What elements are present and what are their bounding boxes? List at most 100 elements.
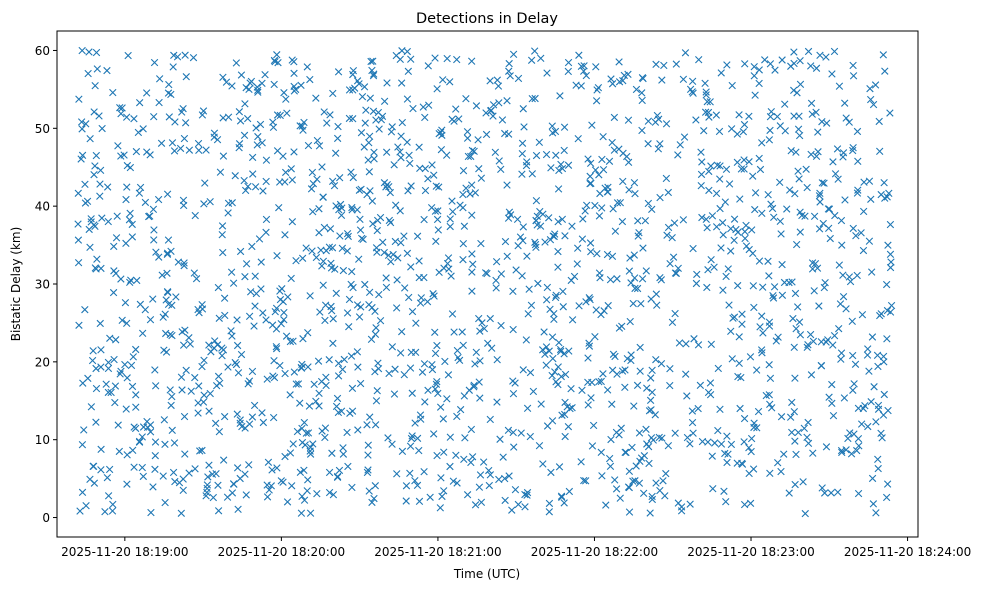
data-point <box>734 228 742 236</box>
data-point <box>551 368 559 376</box>
data-point <box>663 231 671 239</box>
data-point <box>139 472 147 481</box>
data-point <box>149 483 157 491</box>
data-point <box>495 99 503 107</box>
data-point <box>577 62 586 71</box>
data-point <box>338 244 347 252</box>
data-point <box>817 362 826 370</box>
data-point <box>348 267 356 276</box>
data-point <box>306 292 314 300</box>
data-point <box>634 217 642 225</box>
data-point <box>185 469 193 477</box>
data-point <box>564 58 573 67</box>
data-point <box>547 164 555 172</box>
data-point <box>521 503 529 511</box>
data-point <box>816 198 824 206</box>
data-point <box>548 371 556 380</box>
data-point <box>191 373 199 382</box>
data-point <box>448 310 457 318</box>
data-point <box>130 115 138 123</box>
data-point <box>766 469 774 477</box>
data-point <box>637 454 646 462</box>
data-point <box>859 404 868 413</box>
data-point <box>315 389 323 397</box>
data-point <box>179 341 188 349</box>
data-point <box>733 459 741 467</box>
data-point <box>123 480 131 488</box>
data-point <box>150 113 158 121</box>
data-point <box>589 421 598 430</box>
data-point <box>292 380 300 388</box>
data-point <box>796 331 805 339</box>
data-point <box>398 447 407 456</box>
data-point <box>400 371 408 379</box>
data-point <box>452 105 460 113</box>
data-point <box>347 352 356 360</box>
data-point <box>402 497 410 505</box>
data-point <box>625 508 634 516</box>
data-point <box>446 222 454 231</box>
data-point <box>279 152 287 160</box>
data-point <box>751 205 759 214</box>
data-point <box>263 493 272 501</box>
data-point <box>647 374 655 382</box>
data-point <box>459 204 467 212</box>
data-point <box>506 211 515 219</box>
data-point <box>347 168 355 176</box>
data-point <box>290 58 298 66</box>
data-point <box>848 317 856 325</box>
data-point <box>876 147 884 155</box>
data-point <box>716 175 724 183</box>
data-point <box>219 73 227 82</box>
data-point <box>751 189 760 197</box>
data-point <box>882 280 891 289</box>
data-point <box>433 377 441 386</box>
data-point <box>860 178 868 186</box>
data-point <box>182 366 190 375</box>
data-point <box>825 393 833 401</box>
data-point <box>463 134 472 142</box>
data-point <box>219 152 228 160</box>
data-point <box>613 199 622 207</box>
data-point <box>660 61 668 70</box>
data-point <box>880 178 888 187</box>
data-point <box>90 221 98 229</box>
data-point <box>318 163 326 171</box>
data-point <box>662 469 670 478</box>
data-point <box>518 170 526 178</box>
data-point <box>586 172 594 181</box>
data-point <box>368 197 377 205</box>
data-point <box>477 239 485 248</box>
data-point <box>666 381 674 390</box>
data-point <box>103 183 112 191</box>
data-point <box>343 229 352 238</box>
data-point <box>551 293 560 302</box>
data-point <box>75 321 83 329</box>
data-point <box>370 148 378 156</box>
data-point <box>201 179 209 187</box>
data-point <box>407 263 415 271</box>
data-point <box>561 398 569 407</box>
data-point <box>78 488 87 497</box>
data-point <box>179 486 187 494</box>
data-point <box>489 112 497 120</box>
data-point <box>465 386 473 394</box>
data-point <box>658 76 666 84</box>
data-point <box>807 150 815 159</box>
data-point <box>349 115 357 123</box>
data-point <box>818 179 827 187</box>
data-point <box>735 359 743 368</box>
data-point <box>560 123 569 131</box>
data-point <box>550 310 558 318</box>
data-point <box>238 422 246 431</box>
data-point <box>542 150 551 159</box>
data-point <box>799 478 807 486</box>
data-point <box>770 213 778 221</box>
data-point <box>176 144 185 153</box>
data-point <box>839 149 848 157</box>
data-point <box>591 166 600 174</box>
data-point <box>608 366 617 374</box>
data-point <box>557 347 565 356</box>
data-point <box>837 446 846 455</box>
